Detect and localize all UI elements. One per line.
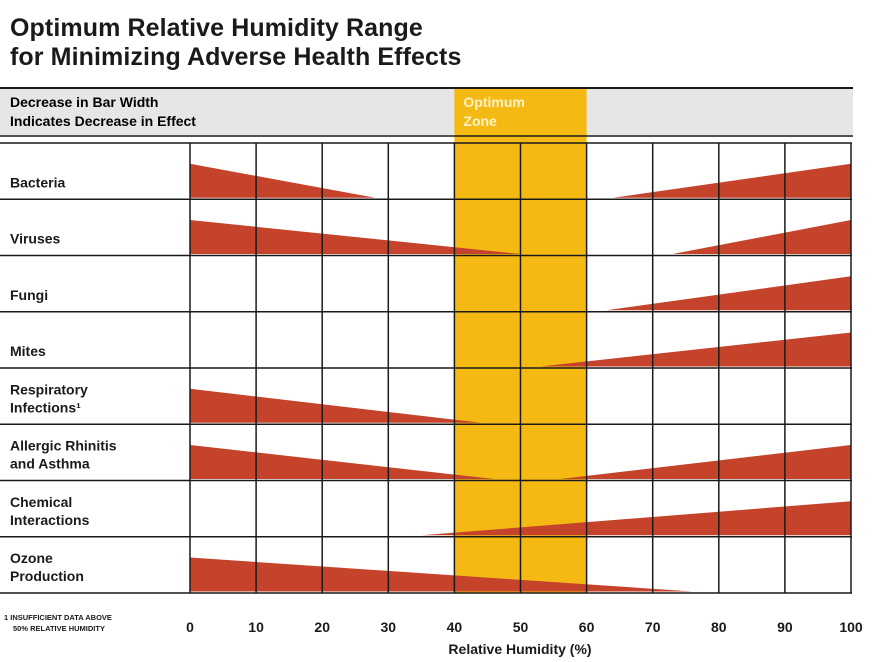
x-axis-label: Relative Humidity (%) (448, 641, 591, 657)
wedge-high-3 (540, 332, 851, 367)
x-tick-30: 30 (381, 619, 397, 635)
wedge-low-1 (190, 220, 521, 254)
row-label-6-0: Chemical (10, 494, 72, 510)
x-tick-50: 50 (513, 619, 529, 635)
chart-title: Optimum Relative Humidity Range for Mini… (10, 14, 461, 72)
wedge-low-7 (190, 557, 693, 592)
x-tick-80: 80 (711, 619, 727, 635)
title-line-2: for Minimizing Adverse Health Effects (10, 43, 462, 71)
x-tick-0: 0 (186, 619, 194, 635)
optimum-label-line-1: Optimum (463, 94, 524, 110)
wedge-high-1 (672, 220, 851, 254)
header-note-line-2: Indicates Decrease in Effect (10, 113, 196, 129)
x-tick-100: 100 (839, 619, 863, 635)
wedge-low-0 (190, 163, 376, 198)
row-labels: Bacteria Viruses Fungi Mites Respiratory Infe… (10, 174, 117, 584)
row-label-4-1: Infections¹ (10, 399, 81, 415)
row-label-3-0: Mites (10, 343, 46, 359)
wedge-layer (190, 163, 851, 592)
row-label-7-1: Production (10, 568, 84, 584)
title-line-1: Optimum Relative Humidity Range (10, 14, 423, 42)
x-tick-labels: 0 10 20 30 40 50 60 70 80 90 100 (186, 619, 863, 635)
header-band (0, 89, 853, 135)
wedge-high-6 (421, 501, 851, 536)
header-note-line-1: Decrease in Bar Width (10, 94, 158, 110)
wedge-low-5 (190, 445, 495, 479)
row-label-1-0: Viruses (10, 231, 61, 247)
footnote-line-1: 1 INSUFFICIENT DATA ABOVE (4, 613, 112, 622)
wedge-high-5 (560, 445, 851, 479)
row-label-7-0: Ozone (10, 550, 53, 566)
x-tick-20: 20 (314, 619, 330, 635)
row-label-5-0: Allergic Rhinitis (10, 438, 117, 454)
x-tick-40: 40 (447, 619, 463, 635)
row-label-5-1: and Asthma (10, 456, 90, 472)
x-tick-90: 90 (777, 619, 793, 635)
x-tick-60: 60 (579, 619, 595, 635)
row-label-6-1: Interactions (10, 512, 90, 528)
wedge-high-0 (613, 163, 851, 198)
wedge-high-2 (606, 276, 851, 311)
x-tick-10: 10 (248, 619, 264, 635)
x-tick-70: 70 (645, 619, 661, 635)
row-label-0-0: Bacteria (10, 174, 65, 190)
row-label-4-0: Respiratory (10, 381, 88, 397)
row-label-2-0: Fungi (10, 287, 48, 303)
footnote-line-2: 50% RELATIVE HUMIDITY (13, 624, 105, 633)
optimum-label-line-2: Zone (463, 113, 497, 129)
wedge-low-4 (190, 388, 481, 423)
grid-layer (0, 142, 852, 594)
